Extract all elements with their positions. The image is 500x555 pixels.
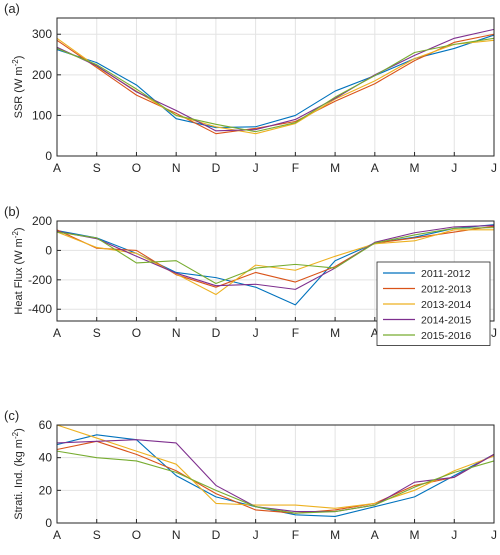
series-line-2015-2016 <box>56 450 495 514</box>
axes-box <box>56 220 495 322</box>
panel-3: A S O N D J F M A M J J 0 20 40 60 (c) Strati. Ind. (kg m… <box>4 408 497 542</box>
series-line-2014-2015 <box>56 28 495 132</box>
x-tick-label: M <box>410 528 420 542</box>
x-tick-label: N <box>172 326 181 340</box>
x-tick-label: A <box>371 528 379 542</box>
series-line-2015-2016 <box>56 37 495 133</box>
x-tick-label: J <box>451 528 457 542</box>
y-tick-label: 40 <box>39 451 53 465</box>
x-tick-label: A <box>53 326 61 340</box>
x-tick-label: F <box>292 161 299 175</box>
x-tick-label: J <box>253 528 259 542</box>
y-tick-label: 300 <box>32 27 52 41</box>
x-tick-label: J <box>491 161 497 175</box>
y-tick-label: 200 <box>32 68 52 82</box>
x-tick-label: J <box>253 326 259 340</box>
legend-label: 2015-2016 <box>421 330 471 342</box>
x-tick-label: S <box>93 161 101 175</box>
x-tick-label: O <box>132 161 141 175</box>
x-tick-label: A <box>371 161 379 175</box>
y-tick-label: 100 <box>32 108 52 122</box>
y-tick-label: 20 <box>39 483 53 497</box>
y-tick-label: 0 <box>45 243 52 257</box>
y-axis-title: Strati. Ind. (kg m-2) <box>11 428 25 520</box>
x-tick-label: J <box>491 528 497 542</box>
x-tick-label: D <box>212 528 221 542</box>
x-tick-label: F <box>292 326 299 340</box>
x-tick-label: N <box>172 161 181 175</box>
y-tick-label: -200 <box>28 273 52 287</box>
x-tick-label: A <box>371 326 379 340</box>
axes-box <box>56 424 495 524</box>
x-tick-label: M <box>330 326 340 340</box>
plot-area <box>57 18 494 156</box>
x-tick-label: A <box>53 528 61 542</box>
series-line-2011-2012 <box>56 34 495 129</box>
x-tick-label: J <box>491 326 497 340</box>
series-line-2012-2013 <box>56 225 495 288</box>
y-tick-label: 0 <box>45 149 52 163</box>
y-tick-label: 0 <box>45 516 52 530</box>
x-tick-label: O <box>132 528 141 542</box>
y-tick-label: 60 <box>39 418 53 432</box>
x-tick-label: A <box>53 161 61 175</box>
series-line-2015-2016 <box>56 227 495 285</box>
x-tick-label: D <box>212 326 221 340</box>
legend: 2011-2012 2012-2013 2013-2014 2014-2015 2015… <box>376 261 491 346</box>
x-tick-label: M <box>410 161 420 175</box>
series-line-2011-2012 <box>56 224 495 306</box>
panel-label: (a) <box>4 1 20 16</box>
panel-label: (c) <box>4 408 19 423</box>
legend-label: 2011-2012 <box>421 268 471 280</box>
panel-1: A S O N D J F M A M J J 0 100 200 300 (a) SSR (W m-2) <box>4 1 497 175</box>
x-tick-label: D <box>212 161 221 175</box>
y-axis-title: Heat Flux (W m-2) <box>11 227 25 314</box>
series-line-2011-2012 <box>56 434 495 518</box>
x-tick-label: M <box>330 528 340 542</box>
series-line-2013-2014 <box>56 424 495 509</box>
legend-label: 2014-2015 <box>421 315 471 327</box>
x-tick-label: S <box>93 326 101 340</box>
x-tick-label: J <box>451 161 457 175</box>
x-tick-label: J <box>253 161 259 175</box>
x-tick-label: M <box>330 161 340 175</box>
legend-label: 2012-2013 <box>421 284 471 296</box>
y-tick-label: 200 <box>32 214 52 228</box>
series-line-2014-2015 <box>56 439 495 513</box>
y-axis-title: SSR (W m-2) <box>11 56 25 119</box>
legend-label: 2013-2014 <box>421 299 471 311</box>
axes-box <box>56 17 495 157</box>
panel-label: (b) <box>4 204 20 219</box>
x-tick-label: S <box>93 528 101 542</box>
plot-area <box>57 425 494 523</box>
x-tick-label: O <box>132 326 141 340</box>
series-line-2013-2014 <box>56 229 494 296</box>
x-tick-label: F <box>292 528 299 542</box>
x-tick-label: N <box>172 528 181 542</box>
series-line-2014-2015 <box>56 224 495 290</box>
y-tick-label: -400 <box>28 302 52 316</box>
